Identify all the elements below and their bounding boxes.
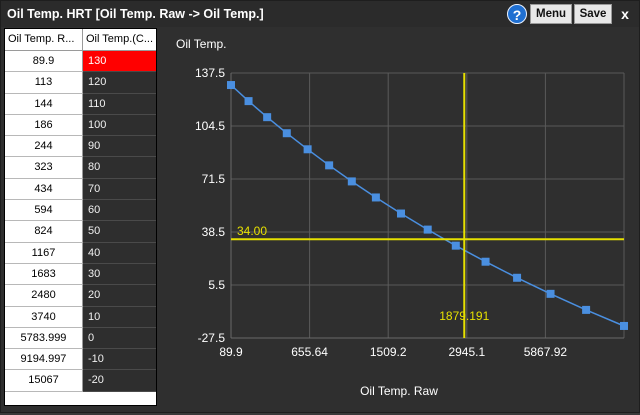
data-point xyxy=(423,225,432,234)
table-row[interactable]: 824 50 xyxy=(5,221,156,243)
save-button[interactable]: Save xyxy=(574,4,612,24)
cell-temp[interactable]: 130 xyxy=(83,51,156,73)
table-row[interactable]: 9194.997 -10 xyxy=(5,349,156,371)
cell-raw[interactable]: 323 xyxy=(5,157,83,179)
chart-area[interactable]: Oil Temp. Oil Temp. Raw 137.5 104.5 71.5 38… xyxy=(161,28,637,410)
table-row[interactable]: 2480 20 xyxy=(5,285,156,307)
cell-temp[interactable]: 100 xyxy=(83,114,156,137)
help-button[interactable]: ? xyxy=(507,4,527,24)
data-point xyxy=(244,97,253,106)
table-row[interactable]: 434 70 xyxy=(5,178,156,201)
data-point xyxy=(546,289,555,298)
data-point xyxy=(325,161,334,170)
cell-temp[interactable]: -20 xyxy=(83,370,156,392)
y-tick-label: 71.5 xyxy=(202,172,226,186)
y-tick-label: 137.5 xyxy=(195,66,225,80)
x-tick-label: 89.9 xyxy=(219,345,243,359)
data-point xyxy=(263,113,272,122)
cell-raw[interactable]: 9194.997 xyxy=(5,349,83,371)
table-row[interactable]: 1167 40 xyxy=(5,242,156,264)
cell-temp[interactable]: 90 xyxy=(83,136,156,158)
x-axis-title: Oil Temp. Raw xyxy=(360,384,438,398)
cursor-y-label: 34.00 xyxy=(237,224,267,238)
cell-temp[interactable]: 80 xyxy=(83,157,156,179)
close-button[interactable]: x xyxy=(621,6,629,22)
cell-raw[interactable]: 113 xyxy=(5,72,83,94)
table-row[interactable]: 5783.999 0 xyxy=(5,327,156,350)
column-header-raw[interactable]: Oil Temp. R... xyxy=(5,29,83,50)
cell-raw[interactable]: 186 xyxy=(5,114,83,137)
table-row[interactable]: 186 100 xyxy=(5,114,156,137)
data-point xyxy=(620,321,628,330)
data-point xyxy=(371,193,380,202)
column-header-temp[interactable]: Oil Temp.(C... xyxy=(86,33,154,45)
table-row[interactable]: 113 120 xyxy=(5,72,156,94)
data-point xyxy=(303,145,312,154)
data-point xyxy=(347,177,356,186)
cell-raw[interactable]: 144 xyxy=(5,93,83,115)
cell-raw[interactable]: 244 xyxy=(5,136,83,158)
cell-raw[interactable]: 824 xyxy=(5,221,83,243)
cell-temp[interactable]: 120 xyxy=(83,72,156,94)
series-line xyxy=(230,84,625,327)
cell-temp[interactable]: 30 xyxy=(83,263,156,286)
table-header: Oil Temp. R... Oil Temp.(C... xyxy=(5,29,156,51)
x-tick-label: 2945.1 xyxy=(448,345,485,359)
x-tick-label: 1509.2 xyxy=(370,345,407,359)
table-row[interactable]: 3740 10 xyxy=(5,306,156,328)
data-point xyxy=(227,81,235,90)
cell-raw[interactable]: 1167 xyxy=(5,242,83,264)
plot-area xyxy=(231,73,624,338)
window-title: Oil Temp. HRT [Oil Temp. Raw -> Oil Temp… xyxy=(7,7,264,21)
table-row[interactable]: 323 80 xyxy=(5,157,156,179)
table-body: 89.9 130 113 120 144 110 186 100 244 90 323 80 434 70… xyxy=(5,51,156,392)
data-point xyxy=(282,129,291,138)
data-point xyxy=(481,257,490,266)
title-bar: Oil Temp. HRT [Oil Temp. Raw -> Oil Temp… xyxy=(1,1,639,27)
table-row[interactable]: 144 110 xyxy=(5,93,156,115)
table-row[interactable]: 1683 30 xyxy=(5,263,156,286)
data-point xyxy=(397,209,406,218)
cell-raw[interactable]: 1683 xyxy=(5,263,83,286)
x-tick-label: 5867.92 xyxy=(524,345,568,359)
table-row[interactable]: 89.9 130 xyxy=(5,51,156,73)
table-row[interactable]: 594 60 xyxy=(5,200,156,222)
table-row[interactable]: 15067 -20 xyxy=(5,370,156,392)
cell-raw[interactable]: 434 xyxy=(5,178,83,201)
cell-temp[interactable]: 60 xyxy=(83,200,156,222)
cell-temp[interactable]: -10 xyxy=(83,349,156,371)
table-row[interactable]: 244 90 xyxy=(5,136,156,158)
x-tick-label: 655.64 xyxy=(291,345,328,359)
cell-raw[interactable]: 594 xyxy=(5,200,83,222)
cursor-x-label: 1879.191 xyxy=(439,309,489,323)
cell-temp[interactable]: 110 xyxy=(83,93,156,115)
cell-temp[interactable]: 0 xyxy=(83,327,156,350)
data-point xyxy=(582,305,591,314)
cell-raw[interactable]: 3740 xyxy=(5,306,83,328)
data-point xyxy=(451,241,460,250)
cell-temp[interactable]: 10 xyxy=(83,306,156,328)
cell-temp[interactable]: 20 xyxy=(83,285,156,307)
cell-raw[interactable]: 2480 xyxy=(5,285,83,307)
cell-temp[interactable]: 50 xyxy=(83,221,156,243)
cell-raw[interactable]: 15067 xyxy=(5,370,83,392)
y-tick-label: 5.5 xyxy=(208,278,225,292)
menu-button[interactable]: Menu xyxy=(530,4,572,24)
cell-temp[interactable]: 40 xyxy=(83,242,156,264)
y-tick-label: -27.5 xyxy=(198,331,226,345)
cell-raw[interactable]: 89.9 xyxy=(5,51,83,73)
data-table: Oil Temp. R... Oil Temp.(C... 89.9 130 113… xyxy=(4,28,157,406)
y-axis-title: Oil Temp. xyxy=(176,37,226,51)
chart-svg[interactable]: Oil Temp. Oil Temp. Raw 137.5 104.5 71.5 38… xyxy=(161,28,637,410)
data-point xyxy=(513,273,522,282)
y-tick-label: 38.5 xyxy=(202,225,226,239)
cell-raw[interactable]: 5783.999 xyxy=(5,327,83,350)
cell-temp[interactable]: 70 xyxy=(83,178,156,201)
y-tick-label: 104.5 xyxy=(195,119,225,133)
